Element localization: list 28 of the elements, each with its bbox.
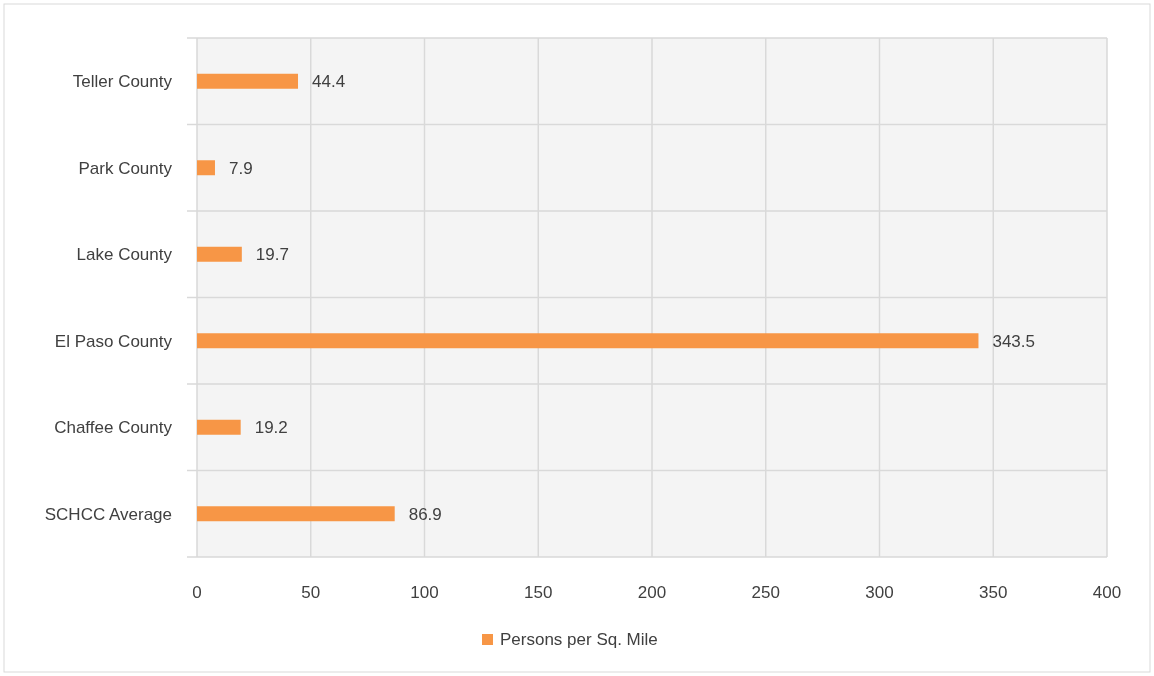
bar: [197, 419, 241, 435]
bar: [197, 333, 979, 349]
x-tick-label: 100: [410, 583, 439, 602]
y-tick-label: El Paso County: [54, 331, 173, 351]
data-label: 19.7: [255, 245, 289, 265]
x-tick-label: 400: [1092, 583, 1122, 602]
x-tick-label: 250: [751, 583, 780, 602]
data-label: 19.2: [254, 418, 288, 438]
data-label: 86.9: [408, 504, 442, 524]
bar: [197, 506, 395, 522]
data-label: 44.4: [312, 72, 346, 92]
data-label: 343.5: [992, 331, 1036, 351]
y-tick-label: Chaffee County: [54, 418, 173, 438]
x-tick-label: 50: [301, 583, 321, 602]
y-tick-label: Park County: [78, 158, 173, 178]
y-tick-label: SCHCC Average: [44, 504, 172, 524]
bar: [197, 160, 215, 176]
bar: [197, 246, 242, 262]
bar: [197, 73, 299, 89]
y-tick-label: Teller County: [72, 72, 173, 92]
x-tick-label: 200: [637, 583, 667, 602]
x-tick-label: 150: [524, 583, 553, 602]
y-tick-label: Lake County: [76, 245, 173, 265]
x-tick-label: 300: [865, 583, 894, 602]
legend-label: Persons per Sq. Mile: [500, 630, 658, 649]
data-label: 7.9: [228, 158, 253, 178]
x-tick-label: 0: [192, 583, 202, 602]
x-tick-label: 350: [979, 583, 1008, 602]
